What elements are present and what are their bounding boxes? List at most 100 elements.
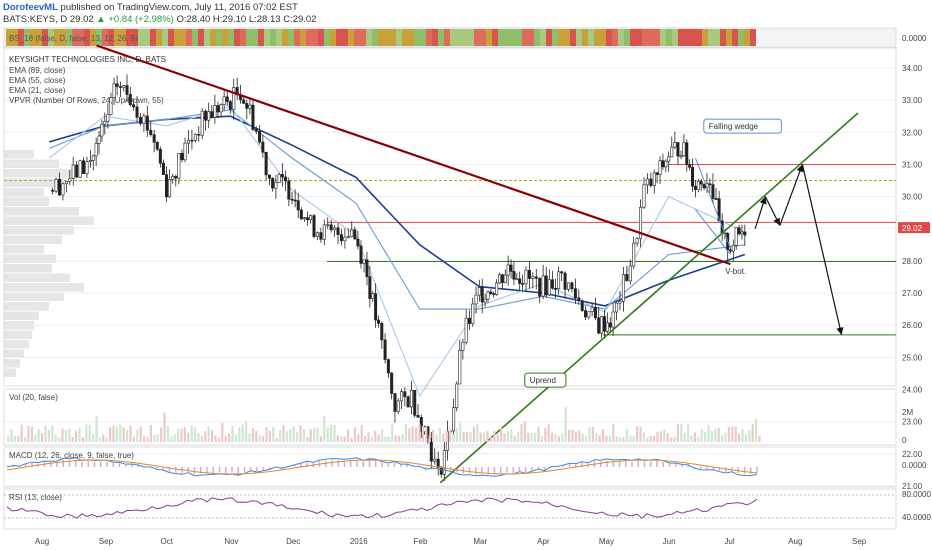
rsi-tick-40: 40.0000 <box>902 513 931 522</box>
volume-bar <box>717 427 720 442</box>
candle-body <box>521 283 525 285</box>
candle-body <box>557 271 561 290</box>
strip-cell <box>294 29 300 46</box>
candle-body <box>374 293 378 321</box>
candle-body <box>97 135 101 144</box>
candle-body <box>85 161 89 174</box>
volume-bar <box>619 437 622 442</box>
candle-body <box>702 183 706 189</box>
candle-body <box>679 155 683 158</box>
strip-cell <box>204 29 210 46</box>
volume-bar <box>272 426 275 442</box>
strip-cell <box>480 29 486 46</box>
strip-cell <box>600 29 606 46</box>
volume-bar <box>47 429 50 442</box>
candle-body <box>393 393 397 412</box>
volume-bar <box>336 435 339 442</box>
candle-body <box>290 198 294 201</box>
candle-body <box>597 317 601 334</box>
volume-bar <box>646 437 649 442</box>
volume-bar <box>285 431 288 442</box>
macd-label: MACD (12, 26, close, 9, false, true) <box>9 451 134 460</box>
volume-bar <box>71 437 74 442</box>
volume-bar <box>136 429 139 442</box>
volume-bar <box>731 426 734 442</box>
candle-body <box>274 182 278 189</box>
volume-bar <box>309 429 312 442</box>
volume-bar <box>248 433 251 442</box>
candle-body <box>152 134 156 143</box>
volume-bar <box>690 435 693 442</box>
x-tick-label: Oct <box>161 537 174 546</box>
candle-body <box>350 229 354 237</box>
volume-bar <box>608 436 611 442</box>
strip-cell <box>468 29 474 46</box>
candle-body <box>524 269 528 285</box>
author-name[interactable]: DorofeevML <box>3 2 58 13</box>
candle-body <box>495 282 499 295</box>
volume-bar <box>738 433 741 442</box>
volume-bar <box>428 434 431 442</box>
volume-bar <box>160 427 163 442</box>
strip-cell <box>276 29 282 46</box>
vpvr-bar <box>4 368 16 377</box>
annotation-label: V-bot. <box>725 267 746 276</box>
strip-cell <box>666 29 672 46</box>
volume-bar <box>251 428 254 442</box>
volume-bar <box>710 430 713 442</box>
candle-body <box>326 224 330 227</box>
annotation-label: Uprend <box>530 376 556 385</box>
strip-cell <box>396 29 402 46</box>
candle-body <box>409 390 413 408</box>
volume-bar <box>636 426 639 442</box>
candle-body <box>696 181 700 190</box>
strip-cell <box>270 29 276 46</box>
volume-bar <box>149 424 152 442</box>
candle-body <box>547 279 551 296</box>
candle-body <box>242 99 246 104</box>
strip-cell <box>576 29 582 46</box>
strip-cell <box>168 29 174 46</box>
volume-bar <box>217 437 220 442</box>
open-value: O:28.40 <box>176 14 211 25</box>
volume-bar <box>289 429 292 442</box>
volume-bar <box>656 431 659 442</box>
volume-bar <box>224 435 227 442</box>
price-chart[interactable]: Falling wedge Uprend V-bot. 34.00 33.00 32.0… <box>0 26 932 550</box>
strip-cell <box>60 29 66 46</box>
candle-body <box>264 151 268 176</box>
volume-bar <box>568 429 571 442</box>
volume-bar <box>381 429 384 442</box>
strip-cell <box>132 29 138 46</box>
volume-bar <box>58 437 61 442</box>
volume-bar <box>551 432 554 442</box>
price-grid <box>4 67 896 487</box>
volume-bar <box>384 436 387 442</box>
strip-cell <box>372 29 378 46</box>
volume-bar <box>343 436 346 442</box>
volume-bar <box>639 426 642 442</box>
candle-body <box>625 274 629 282</box>
volume-bar <box>350 437 353 442</box>
candle-body <box>544 275 548 296</box>
vpvr-bar <box>4 359 20 368</box>
volume-bar <box>387 436 390 442</box>
candle-body <box>658 160 662 175</box>
strip-cell <box>540 29 546 46</box>
candle-body <box>376 319 380 324</box>
candle-body <box>538 278 542 297</box>
volume-bar <box>326 427 329 442</box>
volume-bar <box>370 437 373 442</box>
strip-cell <box>654 29 660 46</box>
candle-body <box>711 184 715 199</box>
published-text: published on TradingView.com, July 11, 2… <box>60 2 298 13</box>
candle-body <box>580 300 584 311</box>
volume-bar <box>418 424 421 442</box>
candle-body <box>210 111 214 118</box>
strip-cell <box>732 29 738 46</box>
strip-cell <box>432 29 438 46</box>
volume-bar <box>602 428 605 442</box>
candle-body <box>315 232 319 237</box>
strip-cell <box>138 29 144 46</box>
strip-cell <box>12 29 18 46</box>
